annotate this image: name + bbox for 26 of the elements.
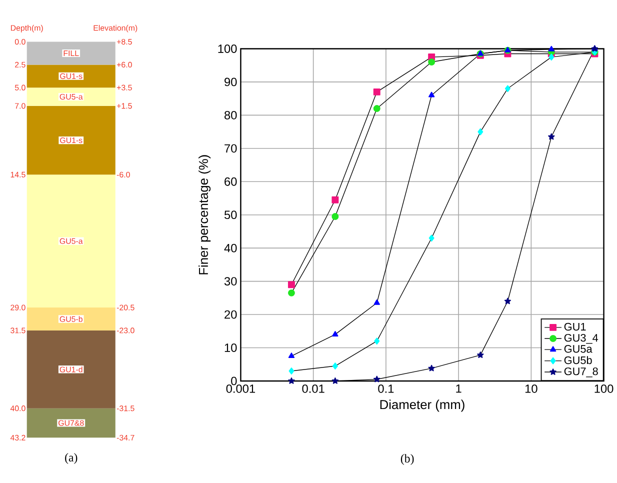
y-tick-label: 0 (231, 376, 237, 385)
y-tick-label: 40 (224, 244, 237, 252)
text: (b) (400, 454, 414, 465)
y-tick-label: 60 (224, 177, 237, 186)
y-tick-label: 100 (218, 44, 237, 53)
legend-label: GU3_4 (564, 334, 598, 344)
x-tick-label: 0.1 (378, 384, 394, 393)
x-tick-label: 100 (594, 384, 614, 393)
legend-label: GU7_8 (564, 367, 598, 378)
y-tick-label: 10 (224, 343, 237, 352)
text: (a) (65, 452, 78, 464)
legend-label: GU5b (564, 356, 592, 364)
y-tick-label: 50 (224, 210, 237, 219)
y-tick-label: 30 (224, 276, 237, 286)
legend-label: GU5a (564, 344, 592, 353)
x-tick-label: 0.01 (302, 384, 324, 393)
y-tick-label: 70 (224, 144, 237, 152)
x-tick-label: 0.001 (226, 384, 256, 393)
y-axis-title: Finer percentage (%) (198, 154, 211, 274)
x-tick-label: 10 (525, 384, 538, 393)
legend-label: GU1 (564, 322, 586, 330)
y-tick-label: 90 (224, 78, 237, 86)
x-tick-label: 1 (456, 384, 462, 392)
x-axis-title: Diameter (mm) (380, 399, 464, 412)
y-tick-label: 80 (224, 110, 237, 120)
y-tick-label: 20 (224, 310, 237, 319)
